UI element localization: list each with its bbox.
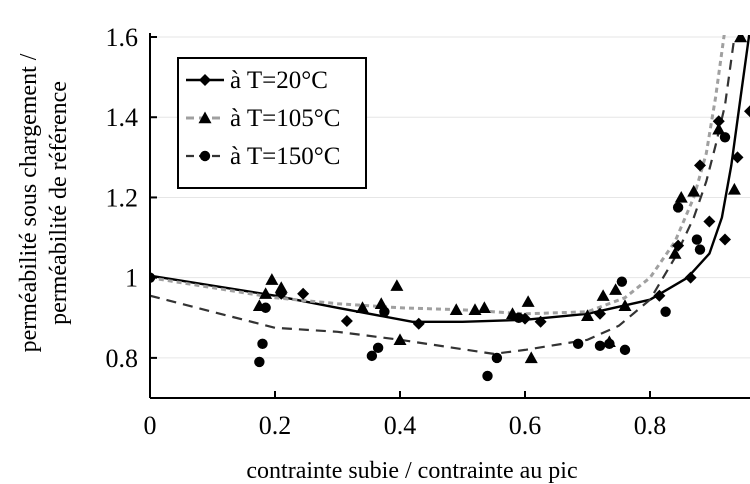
series-0-point-3	[340, 314, 353, 327]
series-0-point-4	[412, 317, 425, 330]
series-2-point-6	[379, 306, 390, 317]
tick-labels: 0 0.2 0.4 0.6 0.8 0.8 1 1.2 1.4 1.6	[106, 23, 667, 440]
series-1-point-22	[712, 122, 726, 135]
series-1-point-14	[581, 309, 594, 321]
series-2-point-18	[694, 244, 706, 255]
x-tick-label-1: 0.2	[259, 411, 292, 440]
series-2-point-7	[482, 370, 493, 382]
data-markers	[150, 35, 750, 382]
y-tick-label-3: 1.4	[106, 103, 139, 132]
series-0-point-15	[731, 151, 744, 164]
series-2-point-11	[594, 340, 606, 352]
legend: à T=20°C à T=105°C à T=150°C	[177, 57, 367, 189]
series-2-point-16	[672, 202, 684, 213]
series-0-point-8	[653, 289, 666, 302]
series-1-point-12	[521, 295, 535, 307]
series-1-point-24	[734, 35, 748, 43]
legend-label-1: à T=105°C	[230, 105, 340, 132]
series-0-point-6	[534, 315, 547, 328]
legend-label-0: à T=20°C	[230, 67, 328, 94]
series-1-point-20	[674, 190, 688, 203]
legend-marker-1	[198, 111, 212, 124]
series-2-point-8	[491, 352, 503, 364]
series-1-point-6	[390, 279, 404, 291]
series-2-point-3	[260, 302, 271, 313]
series-2-point-19	[719, 132, 731, 143]
series-1-point-5	[374, 297, 388, 309]
axes	[149, 33, 750, 399]
series-2-point-13	[616, 276, 628, 287]
series-1-point-19	[668, 247, 682, 259]
series-1-point-15	[596, 289, 610, 301]
series-0-point-16	[744, 105, 750, 118]
series-0-point-2	[297, 287, 310, 300]
y-tick-label-0: 0.8	[106, 344, 139, 373]
y-tick-label-4: 1.6	[106, 23, 139, 52]
series-0-point-13	[712, 115, 725, 128]
y-axis-title-line1: perméabilité sous chargement /	[16, 53, 42, 352]
y-tick-label-1: 1	[125, 264, 138, 293]
series-1-point-17	[609, 283, 623, 295]
series-curve-2	[150, 36, 736, 355]
series-0-point-10	[684, 271, 697, 284]
series-2-point-14	[619, 344, 631, 356]
series-1-point-8	[449, 303, 463, 315]
series-2-point-2	[257, 338, 268, 350]
legend-marker-2	[199, 150, 211, 162]
series-2-point-17	[691, 234, 703, 245]
series-1-point-7	[393, 333, 407, 346]
x-tick-label-0: 0	[144, 411, 157, 440]
series-0-point-12	[703, 215, 716, 228]
legend-marker-0	[199, 74, 211, 86]
series-0-point-11	[694, 159, 706, 172]
series-1-point-3	[274, 281, 288, 293]
y-tick-label-2: 1.2	[106, 183, 139, 212]
x-tick-label-4: 0.8	[634, 411, 667, 440]
series-2-point-10	[572, 338, 584, 350]
series-1-point-1	[259, 287, 273, 299]
series-1-point-2	[265, 273, 279, 285]
series-0-point-7	[594, 307, 606, 320]
series-2-point-12	[604, 338, 615, 350]
x-axis-title: contrainte subie / contrainte au pic	[246, 458, 577, 484]
series-0-point-14	[719, 233, 731, 246]
series-1-point-18	[618, 299, 632, 311]
y-axis-title-line2: perméabilité de référence	[46, 81, 72, 325]
x-tick-label-2: 0.4	[384, 411, 417, 440]
series-1-point-9	[468, 303, 482, 315]
series-2-point-1	[254, 356, 265, 368]
series-2-point-4	[366, 350, 378, 362]
series-1-point-4	[356, 301, 369, 313]
legend-label-2: à T=150°C	[230, 143, 340, 170]
series-1-point-10	[477, 301, 491, 313]
series-2-point-5	[372, 342, 384, 354]
series-1-point-23	[727, 182, 741, 195]
series-1-point-13	[524, 351, 538, 364]
x-tick-label-3: 0.6	[509, 411, 542, 440]
series-2-point-15	[660, 306, 671, 317]
series-2-point-9	[513, 312, 524, 323]
series-1-point-21	[687, 184, 701, 197]
